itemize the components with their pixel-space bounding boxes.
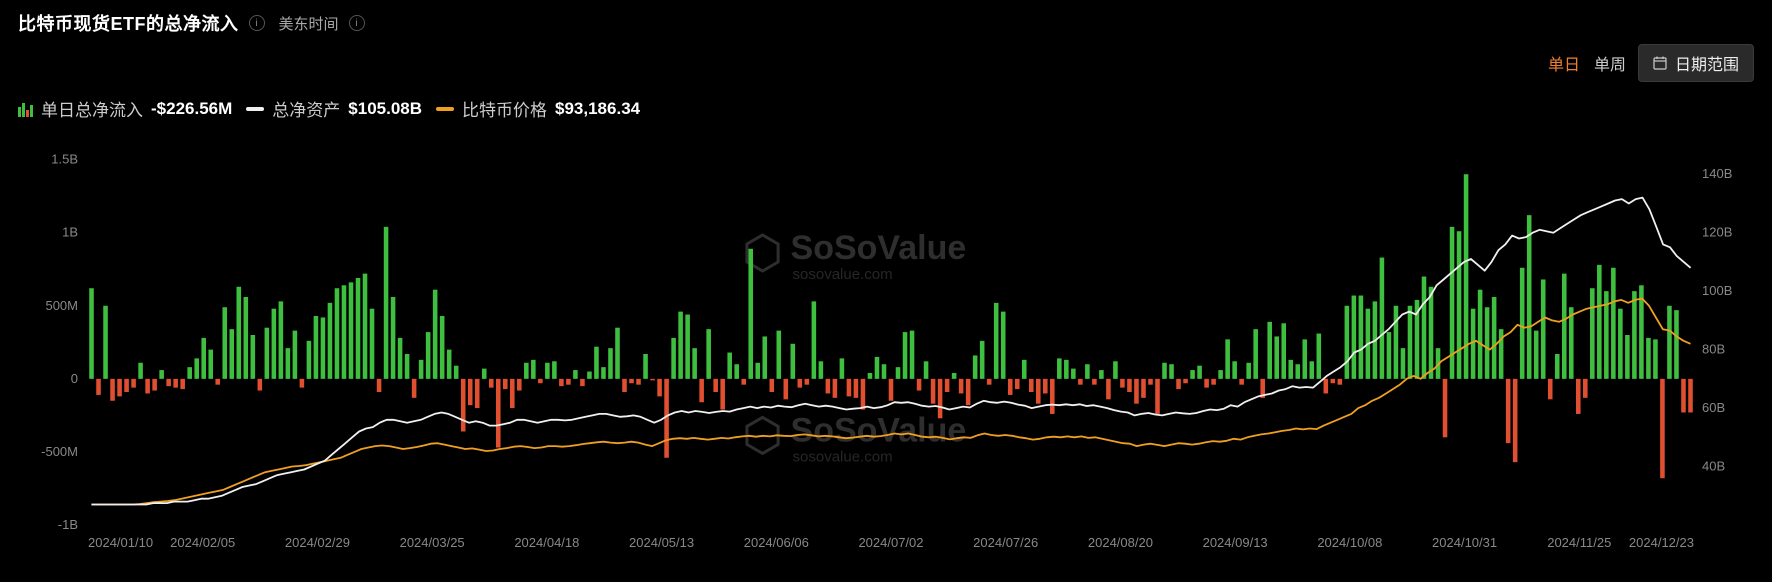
svg-text:2024/11/25: 2024/11/25 [1547,535,1611,550]
legend: 单日总净流入 -$226.56M 总净资产 $105.08B 比特币价格 $93… [0,82,1772,125]
svg-text:60B: 60B [1702,400,1725,415]
legend-btcprice-value: $93,186.34 [555,99,640,119]
svg-text:1.5B: 1.5B [51,152,78,167]
line-swatch-icon [436,107,454,111]
page-subtitle: 美东时间 [279,13,339,34]
tab-weekly[interactable]: 单周 [1594,51,1626,75]
svg-text:100B: 100B [1702,283,1732,298]
svg-text:sosovalue.com: sosovalue.com [793,448,893,465]
date-range-label: 日期范围 [1675,51,1739,75]
tab-daily[interactable]: 单日 [1548,51,1580,75]
legend-netflow-value: -$226.56M [151,99,232,119]
svg-text:2024/07/26: 2024/07/26 [973,535,1038,550]
period-tabs: 单日 单周 [1548,51,1626,75]
svg-text:500M: 500M [45,298,78,313]
svg-text:2024/02/29: 2024/02/29 [285,535,350,550]
svg-text:40B: 40B [1702,459,1725,474]
page-title: 比特币现货ETF的总净流入 [18,10,239,36]
svg-text:2024/04/18: 2024/04/18 [514,535,579,550]
svg-text:2024/10/31: 2024/10/31 [1432,535,1497,550]
svg-text:2024/12/23: 2024/12/23 [1629,535,1694,550]
svg-text:140B: 140B [1702,166,1732,181]
svg-text:2024/05/13: 2024/05/13 [629,535,694,550]
svg-text:SoSoValue: SoSoValue [791,229,967,267]
svg-text:2024/08/20: 2024/08/20 [1088,535,1153,550]
bars-swatch-icon [18,101,33,117]
legend-netassets-value: $105.08B [348,99,422,119]
svg-text:2024/07/02: 2024/07/02 [858,535,923,550]
svg-text:2024/03/25: 2024/03/25 [400,535,465,550]
legend-btcprice-label: 比特币价格 [462,96,547,121]
svg-text:2024/09/13: 2024/09/13 [1203,535,1268,550]
svg-text:2024/06/06: 2024/06/06 [744,535,809,550]
svg-text:-500M: -500M [41,444,78,459]
svg-text:sosovalue.com: sosovalue.com [793,266,893,283]
svg-text:120B: 120B [1702,225,1732,240]
legend-netflow-label: 单日总净流入 [41,96,143,121]
svg-text:1B: 1B [62,225,78,240]
svg-text:2024/01/10: 2024/01/10 [88,535,153,550]
info-icon[interactable]: i [249,15,265,31]
etf-netflow-chart: SoSoValuesosovalue.comSoSoValuesosovalue… [18,135,1754,555]
date-range-button[interactable]: 日期范围 [1638,44,1754,82]
svg-text:2024/10/08: 2024/10/08 [1317,535,1382,550]
svg-text:80B: 80B [1702,342,1725,357]
legend-netassets: 总净资产 $105.08B [246,96,422,121]
legend-netassets-label: 总净资产 [272,96,340,121]
calendar-icon [1653,56,1667,70]
line-swatch-icon [246,107,264,111]
legend-btcprice: 比特币价格 $93,186.34 [436,96,640,121]
svg-text:0: 0 [71,371,78,386]
info-icon[interactable]: i [349,15,365,31]
legend-netflow: 单日总净流入 -$226.56M [18,96,232,121]
svg-text:2024/02/05: 2024/02/05 [170,535,235,550]
svg-text:-1B: -1B [58,517,78,532]
